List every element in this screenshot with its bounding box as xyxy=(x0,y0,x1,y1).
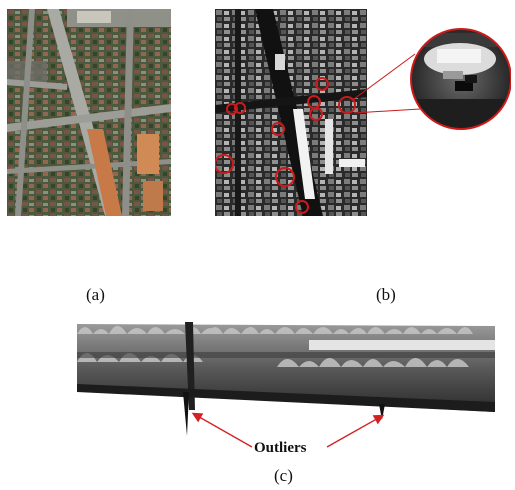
caption-a: (a) xyxy=(86,285,105,304)
aerial-image xyxy=(7,9,171,216)
zoom-inset xyxy=(411,29,511,129)
outlier-spike-left xyxy=(183,392,189,436)
outlier-spike-right xyxy=(379,404,385,420)
outliers-label: Outliers xyxy=(254,440,307,456)
surface-3d-panel xyxy=(77,312,495,437)
grayscale-map-panel xyxy=(215,9,511,219)
caption-c: (c) xyxy=(274,466,293,485)
grayscale-map xyxy=(215,9,511,216)
caption-b: (b) xyxy=(376,285,396,304)
aerial-image-panel xyxy=(7,9,171,216)
outlier-circles xyxy=(215,77,356,214)
surface-3d xyxy=(77,322,495,436)
